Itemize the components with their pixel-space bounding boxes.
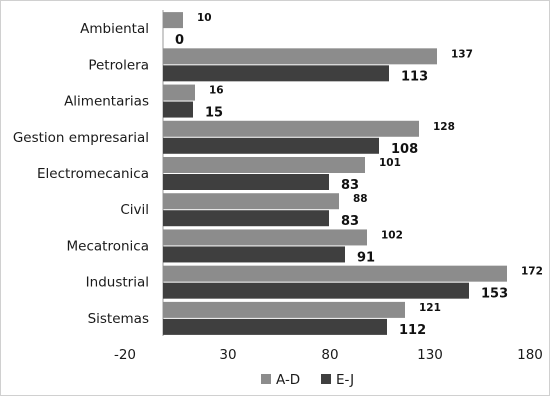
data-label-e-j: 15 bbox=[205, 106, 223, 121]
data-label-a-d: 88 bbox=[353, 193, 368, 205]
legend-swatch-a-d bbox=[261, 374, 271, 384]
bar-e-j bbox=[163, 318, 387, 335]
x-tick-label: -20 bbox=[114, 347, 136, 363]
bar-a-d bbox=[163, 265, 507, 282]
bar-a-d bbox=[163, 120, 419, 137]
bar-e-j bbox=[163, 174, 329, 190]
data-label-a-d: 101 bbox=[379, 157, 401, 169]
data-label-e-j: 0 bbox=[175, 33, 184, 48]
bar-a-d bbox=[163, 157, 365, 173]
category-label: Ambiental bbox=[80, 21, 149, 37]
data-label-a-d: 128 bbox=[433, 121, 455, 133]
data-label-e-j: 112 bbox=[399, 323, 426, 338]
data-label-e-j: 83 bbox=[341, 178, 359, 193]
data-label-e-j: 153 bbox=[481, 287, 508, 302]
data-label-a-d: 172 bbox=[521, 266, 543, 278]
bar-a-d bbox=[163, 12, 183, 29]
legend-label-a-d: A-D bbox=[276, 372, 300, 388]
x-tick-label: 180 bbox=[517, 347, 543, 363]
data-label-e-j: 108 bbox=[391, 142, 418, 157]
data-label-e-j: 113 bbox=[401, 69, 428, 84]
bar-e-j bbox=[163, 246, 345, 263]
bar-e-j bbox=[163, 282, 469, 299]
category-label: Sistemas bbox=[88, 311, 149, 327]
data-label-e-j: 83 bbox=[341, 214, 359, 229]
bar-e-j bbox=[163, 101, 193, 118]
bar-e-j bbox=[163, 65, 389, 82]
x-tick-label: 130 bbox=[417, 347, 443, 363]
category-label: Gestion empresarial bbox=[13, 130, 149, 146]
data-label-a-d: 102 bbox=[381, 229, 403, 241]
bar-a-d bbox=[163, 84, 195, 101]
legend-label-e-j: E-J bbox=[336, 372, 354, 388]
data-label-a-d: 121 bbox=[419, 302, 441, 314]
bar-a-d bbox=[163, 301, 405, 318]
bar-a-d bbox=[163, 193, 339, 210]
bar-a-d bbox=[163, 48, 437, 65]
data-label-a-d: 10 bbox=[197, 12, 212, 24]
x-tick-label: 80 bbox=[321, 347, 338, 363]
category-label: Petrolera bbox=[88, 57, 149, 73]
legend-swatch-e-j bbox=[321, 374, 331, 384]
data-label-a-d: 137 bbox=[451, 48, 473, 60]
bar-e-j bbox=[163, 137, 379, 154]
x-tick-label: 30 bbox=[219, 347, 236, 363]
category-label: Mecatronica bbox=[67, 238, 149, 254]
data-label-e-j: 91 bbox=[357, 250, 375, 265]
bar-e-j bbox=[163, 210, 329, 227]
bar-a-d bbox=[163, 229, 367, 246]
category-label: Alimentarias bbox=[64, 94, 149, 110]
category-label: Industrial bbox=[86, 275, 149, 291]
data-label-a-d: 16 bbox=[209, 85, 224, 97]
category-label: Electromecanica bbox=[37, 166, 149, 182]
category-label: Civil bbox=[120, 202, 149, 218]
